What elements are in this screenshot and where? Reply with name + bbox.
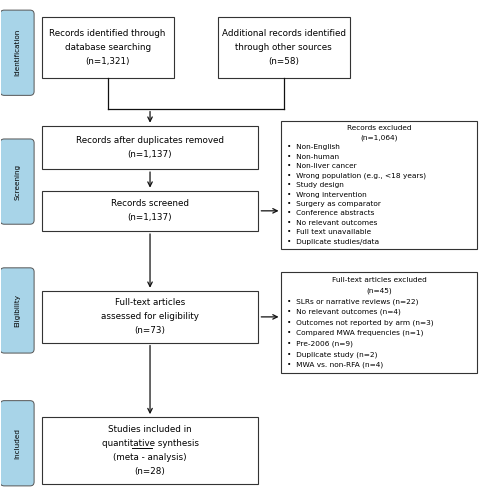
Text: Studies included in: Studies included in (108, 425, 192, 434)
Text: (n=58): (n=58) (268, 57, 299, 66)
Text: (n=28): (n=28) (134, 467, 166, 476)
Text: •  Duplicate studies/data: • Duplicate studies/data (288, 239, 380, 245)
Text: •  Non-English: • Non-English (288, 144, 341, 150)
FancyBboxPatch shape (0, 401, 34, 486)
Text: assessed for eligibility: assessed for eligibility (101, 312, 199, 321)
Text: Records excluded: Records excluded (347, 125, 412, 131)
Text: Screening: Screening (14, 164, 20, 200)
Text: (n=1,064): (n=1,064) (360, 134, 398, 141)
Text: •  MWA vs. non-RFA (n=4): • MWA vs. non-RFA (n=4) (288, 362, 384, 368)
Text: through other sources: through other sources (236, 43, 332, 52)
Text: quantitative synthesis: quantitative synthesis (102, 439, 198, 448)
FancyBboxPatch shape (42, 190, 258, 231)
Text: •  Conference abstracts: • Conference abstracts (288, 211, 375, 217)
Text: •  Study design: • Study design (288, 182, 344, 188)
Text: •  Non-human: • Non-human (288, 154, 340, 160)
FancyBboxPatch shape (282, 121, 478, 249)
Text: •  Duplicate study (n=2): • Duplicate study (n=2) (288, 351, 378, 358)
FancyBboxPatch shape (42, 291, 258, 342)
Text: Records identified through: Records identified through (50, 29, 166, 38)
Text: (n=73): (n=73) (134, 326, 166, 335)
Text: Identification: Identification (14, 29, 20, 77)
FancyBboxPatch shape (42, 126, 258, 169)
Text: (meta - analysis): (meta - analysis) (113, 453, 187, 462)
Text: •  SLRs or narrative reviews (n=22): • SLRs or narrative reviews (n=22) (288, 298, 419, 305)
Text: Full-text articles excluded: Full-text articles excluded (332, 277, 427, 283)
Text: Full-text articles: Full-text articles (115, 298, 185, 307)
FancyBboxPatch shape (42, 17, 173, 78)
Text: (n=1,321): (n=1,321) (86, 57, 130, 66)
FancyBboxPatch shape (0, 139, 34, 224)
Text: (n=1,137): (n=1,137) (128, 150, 172, 159)
Text: •  Wrong population (e.g., <18 years): • Wrong population (e.g., <18 years) (288, 172, 426, 179)
Text: •  Outcomes not reported by arm (n=3): • Outcomes not reported by arm (n=3) (288, 320, 434, 326)
Text: •  Pre-2006 (n=9): • Pre-2006 (n=9) (288, 340, 354, 347)
Text: •  Compared MWA frequencies (n=1): • Compared MWA frequencies (n=1) (288, 330, 424, 336)
Text: •  No relevant outcomes (n=4): • No relevant outcomes (n=4) (288, 309, 402, 315)
Text: •  Non-liver cancer: • Non-liver cancer (288, 163, 357, 169)
Text: Additional records identified: Additional records identified (222, 29, 346, 38)
Text: •  Surgery as comparator: • Surgery as comparator (288, 201, 382, 207)
FancyBboxPatch shape (218, 17, 350, 78)
FancyBboxPatch shape (0, 10, 34, 95)
Text: Included: Included (14, 428, 20, 459)
FancyBboxPatch shape (42, 417, 258, 484)
Text: (n=45): (n=45) (366, 288, 392, 294)
FancyBboxPatch shape (0, 268, 34, 353)
Text: Records screened: Records screened (111, 199, 189, 208)
Text: •  No relevant outcomes: • No relevant outcomes (288, 220, 378, 226)
Text: •  Full text unavailable: • Full text unavailable (288, 230, 372, 236)
Text: Records after duplicates removed: Records after duplicates removed (76, 136, 224, 145)
FancyBboxPatch shape (282, 272, 478, 373)
Text: •  Wrong intervention: • Wrong intervention (288, 191, 367, 197)
Text: (n=1,137): (n=1,137) (128, 213, 172, 222)
Text: database searching: database searching (64, 43, 150, 52)
Text: Eligibility: Eligibility (14, 294, 20, 327)
